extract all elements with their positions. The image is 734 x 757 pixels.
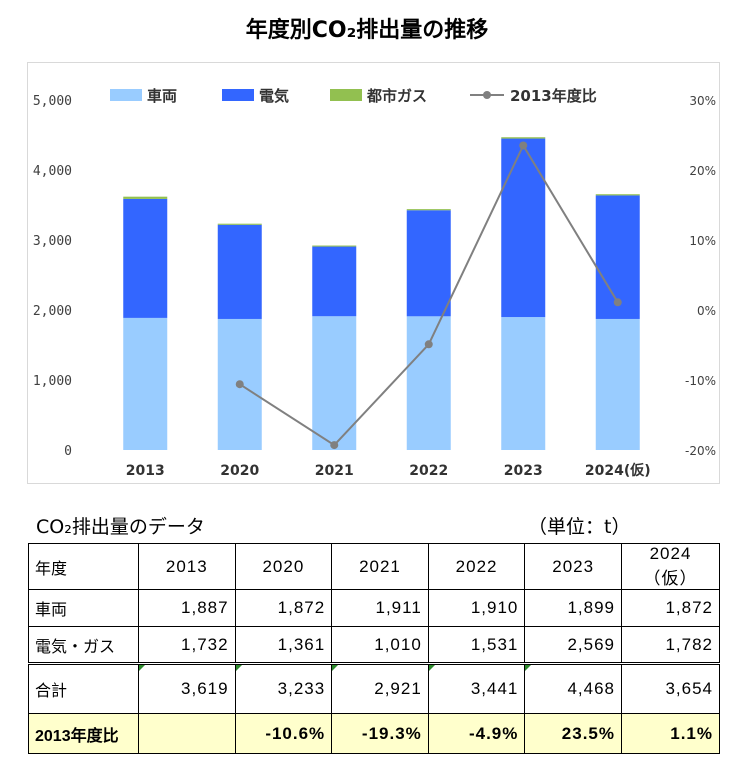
bar-都市ガス: [123, 196, 168, 199]
table-cell: 1,887: [138, 589, 236, 627]
row-label: 2013年度比: [28, 713, 139, 754]
x-tick-label: 2022: [409, 463, 448, 479]
table-cell: 23.5%: [524, 713, 622, 754]
bar-車両: [406, 316, 451, 450]
row-label: 電気・ガス: [28, 626, 139, 664]
y-right-tick-label: 30%: [689, 94, 716, 108]
chart-svg: 0 1,000 2,000 3,000 4,000 5,000 -20% -10% 0% 10% 2…: [33, 87, 716, 479]
table-cell: -10.6%: [234, 713, 333, 754]
bar-都市ガス: [406, 209, 451, 211]
x-tick-label: 2023: [504, 463, 543, 479]
bar-車両: [312, 316, 357, 450]
x-tick-label: 2021: [315, 463, 354, 479]
table-cell: 1,361: [234, 626, 333, 664]
table-cell: 2,569: [524, 626, 622, 664]
bar-電気: [217, 224, 262, 319]
table-row-electric-gas: 電気・ガス 1,732 1,361 1,010 1,531 2,569 1,78…: [28, 626, 720, 664]
table-cell: 1,531: [427, 626, 526, 664]
table-cell: 1,899: [524, 589, 622, 627]
table-row-total: 合計 3,619 3,233 2,921 3,441 4,468 3,654: [28, 662, 720, 714]
legend-marker: [483, 91, 491, 99]
legend-swatch: [330, 89, 362, 101]
line-point: [330, 441, 339, 450]
line-point: [235, 380, 244, 389]
y-right-tick-label: 10%: [689, 234, 716, 248]
table-cell: 1,910: [427, 589, 526, 627]
table-cell: 1,732: [138, 626, 236, 664]
table-cell: 3,619: [138, 662, 236, 714]
y-right-tick-label: 0%: [697, 304, 716, 318]
bar-電気: [123, 198, 168, 318]
header-cell: 年度: [28, 543, 139, 590]
header-cell: 2024（仮）: [621, 543, 720, 590]
row-label: 車両: [28, 589, 139, 627]
table-cell: 4,468: [524, 662, 622, 714]
table-cell: 2,921: [331, 662, 429, 714]
y-left-tick-label: 4,000: [33, 164, 72, 179]
x-tick-label: 2013: [126, 463, 165, 479]
table-cell: 1.1%: [621, 713, 720, 754]
header-cell: 2023: [524, 543, 622, 590]
y-left-tick-label: 2,000: [33, 304, 72, 319]
legend-label: 2013年度比: [510, 87, 597, 105]
x-tick-label: 2020: [220, 463, 259, 479]
bar-都市ガス: [595, 194, 640, 196]
header-cell: 2020: [234, 543, 333, 590]
table-cell: -19.3%: [331, 713, 429, 754]
bar-車両: [123, 317, 168, 450]
y-right-tick-label: -10%: [685, 374, 716, 388]
bar-電気: [312, 246, 357, 317]
header-cell: 2022: [427, 543, 526, 590]
table-cell: -4.9%: [427, 713, 526, 754]
y-right-tick-label: -20%: [685, 444, 716, 458]
table-cell: 3,441: [427, 662, 526, 714]
y-left-tick-label: 5,000: [33, 94, 72, 109]
bar-電気: [406, 210, 451, 317]
bar-車両: [595, 318, 640, 450]
legend-swatch: [110, 89, 142, 101]
bar-車両: [501, 317, 546, 450]
table-cell: 1,872: [621, 589, 720, 627]
table-cell: 1,911: [331, 589, 429, 627]
y-left-tick-label: 3,000: [33, 234, 72, 249]
legend-label: 都市ガス: [366, 87, 427, 105]
data-table: 年度 2013 2020 2021 2022 2023 2024（仮） 車両 1…: [28, 543, 720, 754]
table-cell: 3,233: [234, 662, 333, 714]
row-label: 合計: [28, 662, 139, 714]
bar-都市ガス: [501, 137, 546, 139]
table-cell: 3,654: [621, 662, 720, 714]
table-row-vehicle: 車両 1,887 1,872 1,911 1,910 1,899 1,872: [28, 589, 720, 627]
line-point: [519, 141, 528, 150]
table-unit: （単位：t）: [528, 516, 631, 538]
bar-都市ガス: [312, 245, 357, 247]
line-point: [613, 298, 622, 307]
table-cell: 1,010: [331, 626, 429, 664]
table-caption: CO₂排出量のデータ: [36, 516, 205, 538]
table-header-row: 年度 2013 2020 2021 2022 2023 2024（仮）: [28, 543, 720, 590]
legend-label: 電気: [259, 87, 289, 105]
chart-title: 年度別CO₂排出量の推移: [245, 18, 489, 43]
y-right-tick-label: 20%: [689, 164, 716, 178]
header-cell: 2021: [331, 543, 429, 590]
line-point: [424, 340, 433, 349]
table-cell: [138, 713, 236, 754]
bar-都市ガス: [217, 223, 262, 225]
y-left-tick-label: 1,000: [33, 374, 72, 389]
legend-label: 車両: [147, 87, 177, 105]
chart-area: [27, 62, 720, 484]
table-cell: 1,782: [621, 626, 720, 664]
x-tick-label: 2024(仮): [585, 462, 651, 479]
header-cell: 2013: [138, 543, 236, 590]
bar-電気: [501, 138, 546, 318]
legend-swatch: [222, 89, 254, 101]
table-row-ratio: 2013年度比 -10.6% -19.3% -4.9% 23.5% 1.1%: [28, 713, 720, 754]
y-left-tick-label: 0: [64, 444, 72, 459]
table-cell: 1,872: [234, 589, 333, 627]
